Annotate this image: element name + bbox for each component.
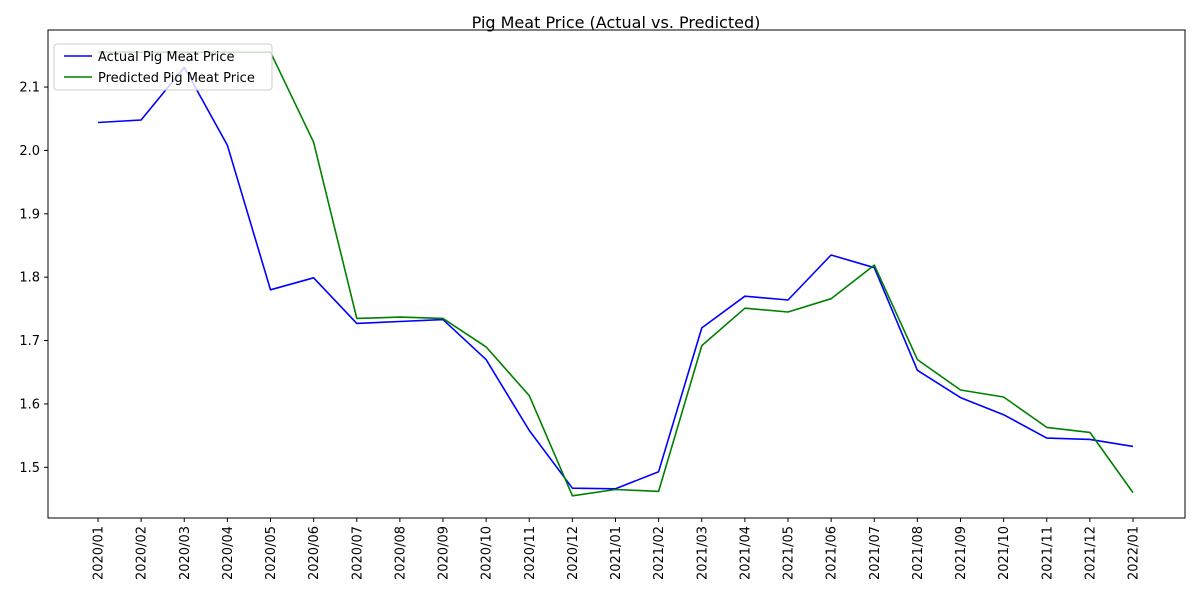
x-tick-label: 2021/02 — [652, 526, 667, 580]
x-tick-label: 2020/01 — [92, 526, 107, 580]
x-tick-label: 2021/11 — [1040, 526, 1055, 580]
y-tick-label: 1.7 — [19, 334, 40, 349]
legend-label-predicted: Predicted Pig Meat Price — [98, 71, 255, 86]
legend-box — [53, 43, 273, 91]
x-tick-label: 2021/08 — [911, 526, 926, 580]
x-tick-label: 2021/03 — [695, 526, 710, 580]
x-tick-label: 2021/04 — [738, 526, 753, 580]
x-tick-label: 2020/06 — [307, 526, 322, 580]
y-tick-label: 2.1 — [19, 81, 40, 96]
x-tick-label: 2020/02 — [135, 526, 150, 580]
legend: Actual Pig Meat Price Predicted Pig Meat… — [53, 43, 273, 91]
x-tick-label: 2020/10 — [480, 526, 495, 580]
y-tick-label: 1.9 — [19, 207, 40, 222]
x-tick-label: 2020/07 — [350, 526, 365, 580]
chart-title: Pig Meat Price (Actual vs. Predicted) — [472, 13, 761, 32]
x-tick-label: 2021/01 — [609, 526, 624, 580]
x-axis: 2020/01 2020/02 2020/03 2020/04 2020/05 2020/… — [92, 518, 1142, 580]
y-axis: 1.5 1.6 1.7 1.8 1.9 2.0 2.1 — [19, 81, 48, 476]
x-tick-label: 2020/09 — [437, 526, 452, 580]
x-tick-label: 2020/03 — [178, 526, 193, 580]
legend-label-actual: Actual Pig Meat Price — [98, 50, 235, 65]
x-tick-label: 2021/09 — [954, 526, 969, 580]
x-tick-label: 2021/10 — [997, 526, 1012, 580]
x-tick-label: 2020/05 — [264, 526, 279, 580]
x-tick-label: 2021/07 — [868, 526, 883, 580]
y-tick-label: 2.0 — [19, 144, 40, 159]
y-tick-label: 1.5 — [19, 461, 40, 476]
y-tick-label: 1.6 — [19, 397, 40, 412]
x-tick-label: 2020/04 — [221, 526, 236, 580]
y-tick-label: 1.8 — [19, 271, 40, 286]
x-tick-label: 2022/01 — [1127, 526, 1142, 580]
x-tick-label: 2021/06 — [825, 526, 840, 580]
x-tick-label: 2021/05 — [782, 526, 797, 580]
x-tick-label: 2020/11 — [523, 526, 538, 580]
plot-area-frame — [47, 29, 1186, 519]
x-tick-label: 2020/12 — [566, 526, 581, 580]
x-tick-label: 2020/08 — [393, 526, 408, 580]
x-tick-label: 2021/12 — [1083, 526, 1098, 580]
